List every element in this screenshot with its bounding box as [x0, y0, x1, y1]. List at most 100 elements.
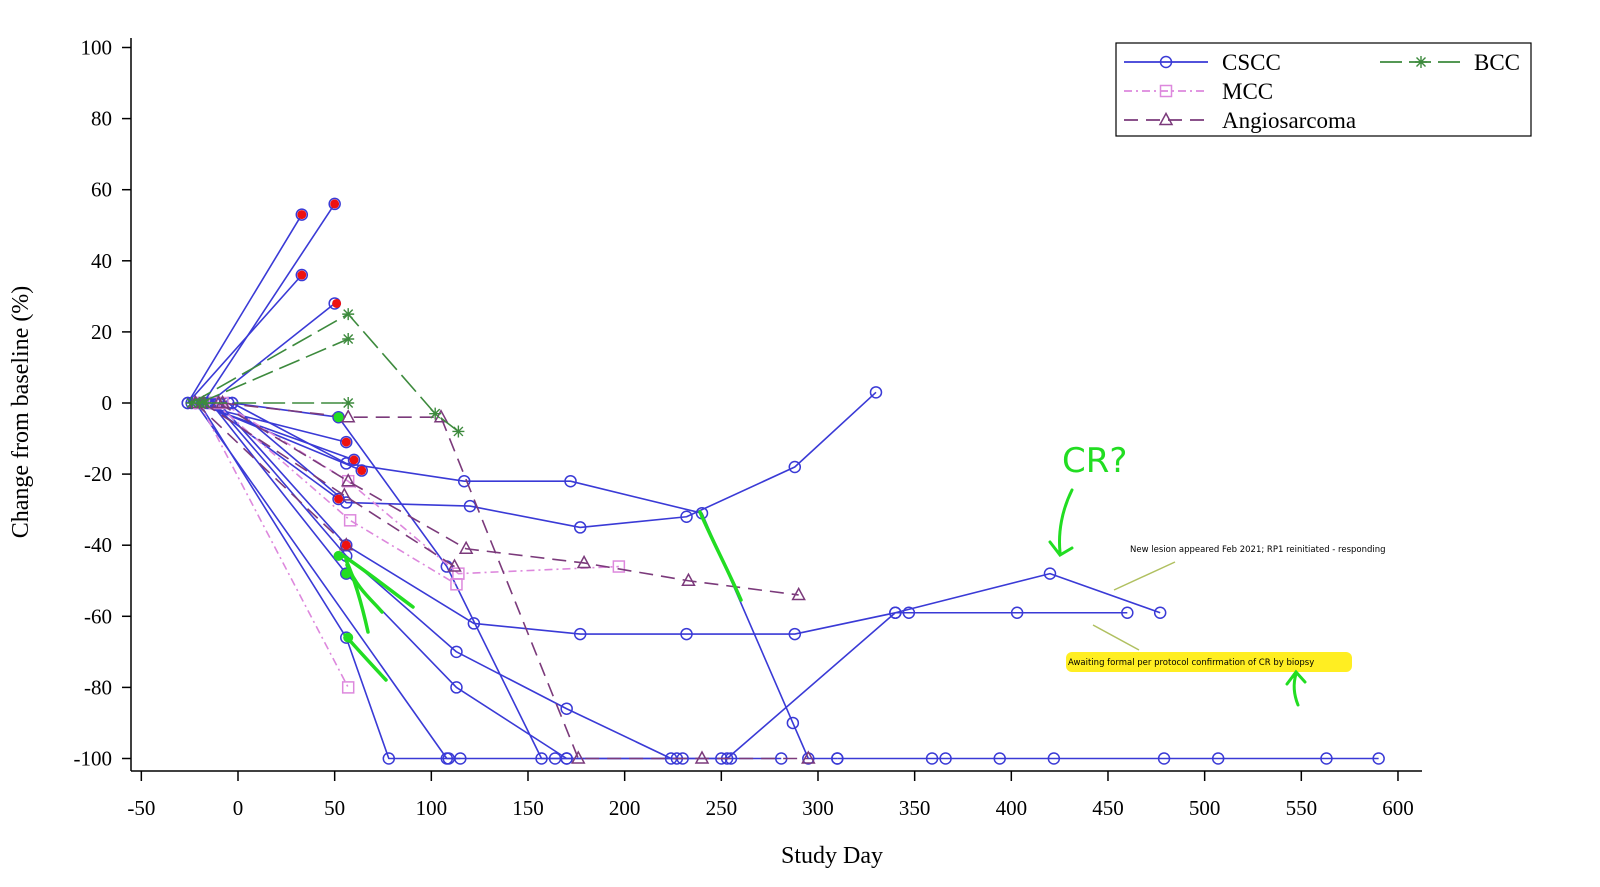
legend: CSCC MCC Angiosarcoma BCC: [1115, 42, 1532, 137]
highlight-red-dot: [297, 270, 307, 280]
marker-triangle: [1158, 111, 1174, 126]
marker-triangle: [340, 473, 356, 487]
series-cscc: [202, 297, 341, 410]
x-tick-label: -50: [127, 796, 155, 820]
legend-label: Angiosarcoma: [1222, 108, 1356, 133]
series-cscc: [208, 396, 788, 765]
highlight-red-dot: [357, 466, 367, 476]
series-line: [214, 402, 782, 760]
x-tick-label: 200: [609, 796, 641, 820]
marker-star: [1415, 56, 1427, 68]
legend-box: [1115, 42, 1532, 137]
marker-circle: [328, 197, 341, 211]
marker-square: [1159, 84, 1173, 98]
series-line: [214, 402, 457, 585]
series-line: [194, 402, 1128, 760]
marker-circle: [440, 752, 454, 765]
highlight-layer: [297, 199, 743, 682]
series-bcc: [185, 308, 465, 438]
marker-triangle: [576, 554, 592, 569]
marker-circle: [1159, 55, 1173, 69]
x-tick-label: 300: [802, 796, 834, 820]
marker-triangle: [570, 750, 586, 764]
highlight-red-dot: [330, 199, 340, 209]
legend-item-mcc: MCC: [1124, 79, 1273, 104]
marker-circle: [573, 521, 587, 534]
y-axis-title: Change from baseline (%): [8, 286, 34, 539]
y-ticks: -100 -80 -60 -40 -20 0 20 40 60 80 100: [74, 36, 131, 771]
marker-circle: [1320, 752, 1333, 765]
series-line: [198, 402, 349, 688]
series-angiosarcoma: [211, 394, 806, 601]
series-line: [202, 402, 455, 568]
y-tick-label: -40: [84, 533, 112, 557]
marker-star: [429, 407, 442, 420]
marker-triangle: [791, 586, 806, 601]
marker-circle: [902, 606, 916, 619]
annotations: CR? New lesion appeared Feb 2021; RP1 re…: [1048, 441, 1386, 707]
legend-label: BCC: [1474, 50, 1520, 75]
series-line: [218, 402, 799, 596]
marker-circle: [1211, 752, 1225, 765]
marker-triangle: [211, 394, 226, 409]
series-line: [199, 338, 349, 404]
marker-circle: [1157, 752, 1171, 765]
x-tick-label: 450: [1092, 796, 1124, 820]
highlight-green-stroke: [343, 633, 388, 682]
marker-triangle: [337, 487, 352, 501]
y-tick-label: 0: [102, 391, 113, 415]
highlight-green-stroke: [345, 563, 384, 614]
marker-circle: [560, 702, 573, 715]
series-line: [210, 402, 683, 760]
note-awaiting-leader: [1092, 624, 1140, 651]
marker-circle: [788, 460, 802, 474]
marker-square: [341, 681, 355, 694]
series-line: [222, 402, 619, 575]
legend-label: CSCC: [1222, 50, 1281, 75]
highlight-red-dot: [349, 455, 359, 465]
marker-star: [452, 425, 465, 438]
series-line: [208, 302, 336, 404]
marker-star: [199, 397, 212, 409]
marker-star: [342, 397, 355, 409]
marker-circle: [457, 474, 471, 488]
legend-item-bcc: BCC: [1380, 50, 1520, 75]
marker-circle: [1043, 567, 1057, 580]
marker-circle: [1121, 606, 1134, 619]
y-tick-label: -20: [84, 462, 112, 486]
highlight-red-dot: [334, 494, 344, 504]
x-tick-label: 0: [233, 796, 244, 820]
marker-square: [450, 578, 463, 591]
series-angiosarcoma: [188, 394, 354, 551]
marker-circle: [450, 645, 463, 659]
x-tick-label: 100: [416, 796, 448, 820]
x-axis-title: Study Day: [781, 843, 883, 869]
series-angiosarcoma: [215, 394, 816, 764]
marker-triangle: [447, 558, 462, 572]
hand-arrow-down: [1048, 488, 1074, 557]
legend-item-cscc: CSCC: [1124, 50, 1281, 75]
x-ticks: -50 0 50 100 150 200 250 300 350 400 450 500 550 600: [127, 771, 1414, 820]
marker-circle: [786, 716, 800, 730]
series-line: [187, 214, 303, 404]
marker-circle: [295, 268, 309, 282]
series-cscc: [181, 208, 309, 410]
hand-arrow-up: [1285, 669, 1307, 707]
marker-circle: [788, 627, 802, 641]
marker-circle: [340, 435, 353, 449]
axes: [130, 38, 1422, 772]
marker-circle: [295, 208, 309, 221]
note-awaiting-highlight: [1066, 652, 1352, 672]
marker-triangle: [801, 750, 816, 764]
highlight-red-dot: [341, 540, 351, 550]
marker-star: [342, 308, 355, 321]
y-tick-label: 100: [81, 36, 113, 60]
x-tick-label: 150: [512, 796, 544, 820]
marker-circle: [450, 681, 463, 694]
marker-circle: [1153, 606, 1167, 619]
y-tick-label: 40: [91, 249, 112, 273]
note-new-lesion-leader: [1113, 561, 1176, 591]
marker-circle: [332, 492, 345, 506]
highlight-green-stroke: [698, 510, 743, 602]
